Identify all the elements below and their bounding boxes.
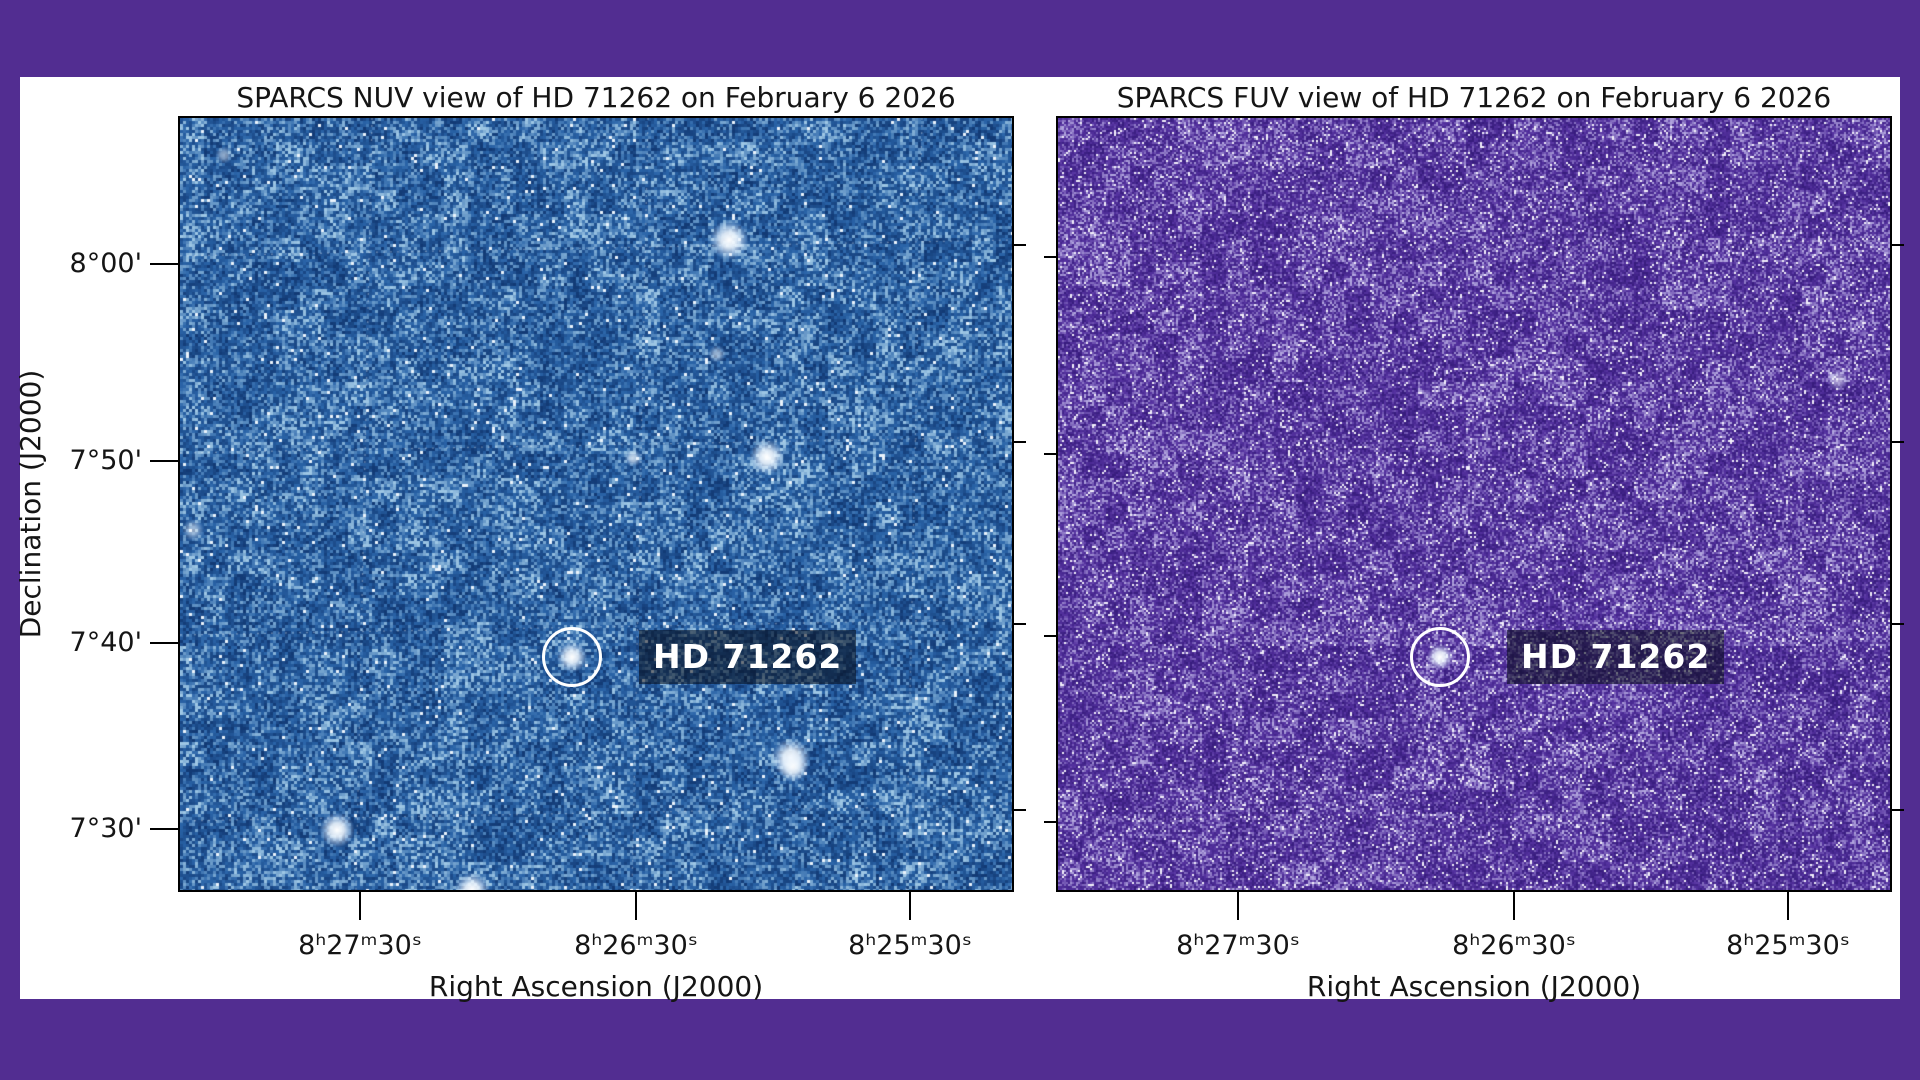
y-tick-label: 7°50' <box>69 445 142 476</box>
fuv-figure-title: SPARCS FUV view of HD 71262 on February … <box>1116 81 1832 114</box>
x-tick-label: 8ʰ26ᵐ30ˢ <box>574 930 698 961</box>
nuv-target-label: HD 71262 <box>639 630 857 684</box>
fuv-x-axis-label: Right Ascension (J2000) <box>1306 970 1642 1003</box>
x-tick-mark <box>909 890 911 920</box>
nuv-x-axis-label: Right Ascension (J2000) <box>428 970 764 1003</box>
x-tick-label: 8ʰ25ᵐ30ˢ <box>848 930 972 961</box>
y-tick-mark-right <box>1890 809 1904 811</box>
x-tick-mark <box>635 890 637 920</box>
nuv-figure: SPARCS NUV view of HD 71262 on February … <box>14 81 1026 1003</box>
x-tick-label: 8ʰ26ᵐ30ˢ <box>1452 930 1576 961</box>
y-tick-mark-right <box>1890 244 1904 246</box>
y-tick-mark-right <box>1012 809 1026 811</box>
y-tick-mark-left <box>1044 453 1058 455</box>
y-tick-mark-right <box>1890 623 1904 625</box>
x-tick-label: 8ʰ27ᵐ30ˢ <box>1176 930 1300 961</box>
y-tick-mark-right <box>1012 244 1026 246</box>
x-tick-mark <box>359 890 361 920</box>
figure-panel: SPARCS NUV view of HD 71262 on February … <box>14 77 1904 1003</box>
y-tick-mark-left <box>1044 821 1058 823</box>
y-tick-label: 8°00' <box>69 248 142 279</box>
y-tick-label: 7°30' <box>69 813 142 844</box>
x-tick-label: 8ʰ25ᵐ30ˢ <box>1726 930 1850 961</box>
fuv-star-field-image <box>1058 118 1890 890</box>
nuv-figure-title: SPARCS NUV view of HD 71262 on February … <box>236 81 956 114</box>
fuv-target-label: HD 71262 <box>1507 630 1725 684</box>
x-tick-mark <box>1787 890 1789 920</box>
y-tick-mark-right <box>1890 441 1904 443</box>
y-tick-mark <box>150 460 180 462</box>
y-tick-mark-right <box>1012 623 1026 625</box>
x-tick-mark <box>1237 890 1239 920</box>
y-tick-mark-left <box>1044 256 1058 258</box>
y-tick-mark <box>150 642 180 644</box>
x-tick-label: 8ʰ27ᵐ30ˢ <box>298 930 422 961</box>
x-tick-mark <box>1513 890 1515 920</box>
y-tick-label: 7°40' <box>69 627 142 658</box>
nuv-star-field-image <box>180 118 1012 890</box>
y-tick-mark-left <box>1044 635 1058 637</box>
fuv-figure: SPARCS FUV view of HD 71262 on February … <box>1044 81 1904 1003</box>
y-tick-mark-right <box>1012 441 1026 443</box>
y-tick-mark <box>150 828 180 830</box>
y-tick-mark <box>150 263 180 265</box>
